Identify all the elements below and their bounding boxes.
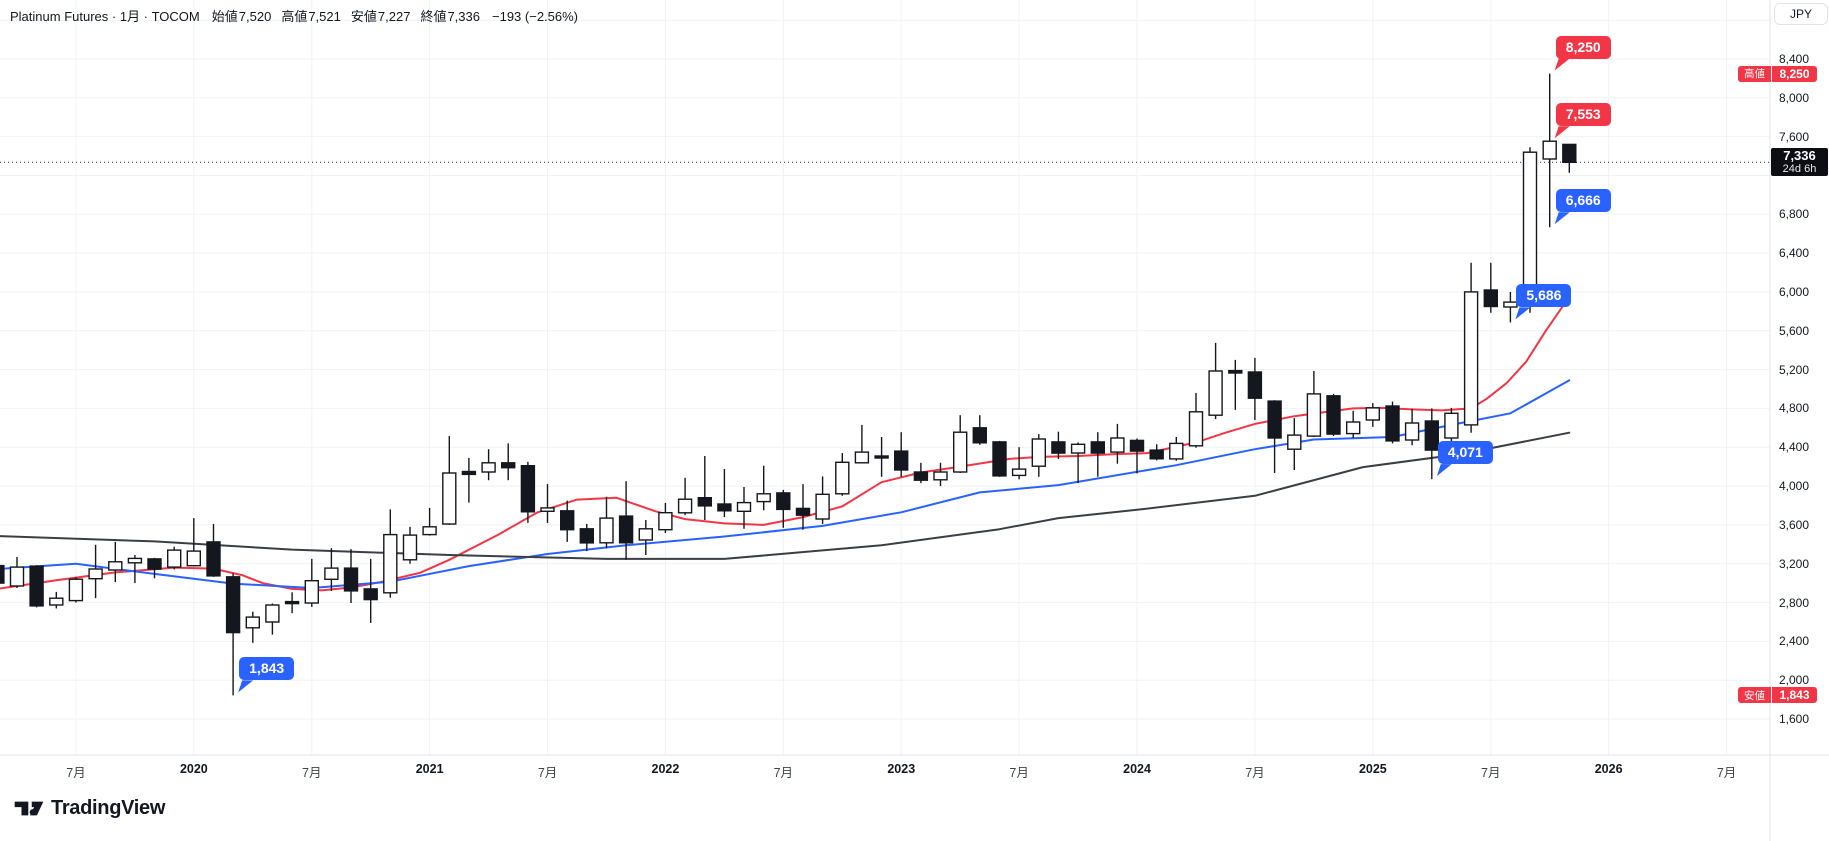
price-axis-label: 1,600	[1779, 711, 1810, 726]
time-axis-label: 7月	[1009, 766, 1029, 780]
high-marker-badge: 高値 8,250	[1738, 65, 1817, 82]
time-axis-label: 7月	[537, 766, 558, 780]
time-axis-label: 7月	[773, 766, 794, 780]
time-axis-label: 7月	[1245, 766, 1265, 780]
time-axis-label: 2025	[1358, 762, 1387, 776]
time-axis-label: 2024	[1123, 762, 1151, 776]
high-marker-label: 高値	[1738, 65, 1771, 82]
price-axis-label: 5,200	[1779, 362, 1810, 377]
price-axis-label: 2,000	[1779, 673, 1810, 688]
moving-averages-layer	[0, 295, 1571, 592]
time-axis-label: 2023	[887, 762, 916, 776]
price-callout[interactable]: 4,071	[1437, 441, 1493, 465]
price-callout[interactable]: 5,686	[1516, 284, 1572, 308]
price-axis-label: 7,600	[1779, 129, 1810, 144]
price-axis-label: 4,400	[1779, 440, 1810, 455]
price-axis-label: 8,000	[1779, 90, 1810, 105]
time-axis-label: 2026	[1594, 762, 1623, 776]
low-marker-value: 1,843	[1772, 687, 1817, 704]
time-axis-label: 2020	[179, 762, 208, 776]
price-axis-label: 2,800	[1779, 595, 1810, 610]
time-axis-label: 7月	[1716, 766, 1737, 780]
low-marker-badge: 安値 1,843	[1738, 687, 1817, 704]
open-field: 始値7,520	[211, 9, 272, 24]
callout-tails-layer	[238, 58, 1570, 693]
price-axis-label: 3,200	[1779, 556, 1810, 571]
close-field: 終値7,336	[420, 9, 480, 24]
low-field: 安値7,227	[350, 9, 411, 24]
time-axis-label: 2022	[651, 762, 680, 776]
last-price-value: 7,336	[1783, 148, 1816, 164]
price-axis-label: 6,400	[1779, 246, 1810, 261]
symbol-title[interactable]: Platinum Futures · 1月 · TOCOM	[10, 9, 200, 24]
price-callout[interactable]: 8,250	[1555, 35, 1611, 59]
tradingview-wordmark: TradingView	[51, 797, 166, 819]
ma-line-MA-60	[0, 431, 1571, 560]
tradingview-mark-icon	[14, 801, 44, 816]
tradingview-logo[interactable]: TradingView	[14, 797, 165, 820]
time-axis-label: 2021	[415, 762, 444, 776]
price-callout[interactable]: 1,843	[239, 657, 295, 681]
price-axis-label: 5,600	[1779, 323, 1810, 338]
price-axis-label: 6,000	[1779, 284, 1810, 299]
candles-layer	[0, 73, 1577, 696]
bar-countdown: 24d 6h	[1782, 163, 1817, 176]
ma-line-MA-24	[0, 379, 1571, 589]
high-marker-value: 8,250	[1772, 65, 1817, 82]
currency-button[interactable]: JPY	[1774, 3, 1828, 25]
price-axis-label: 3,600	[1779, 517, 1810, 532]
time-axis-label: 7月	[302, 766, 322, 780]
low-marker-label: 安値	[1738, 687, 1771, 704]
price-axis-label: 2,400	[1779, 634, 1810, 649]
price-axis-label: 6,800	[1779, 207, 1810, 222]
price-axis-label: 4,800	[1779, 401, 1810, 416]
time-axis-label: 7月	[1481, 766, 1501, 780]
price-axis-label: 8,400	[1779, 52, 1810, 66]
last-price-badge: 7,336 24d 6h	[1771, 148, 1828, 177]
price-callout[interactable]: 6,666	[1555, 189, 1611, 213]
price-axis-label: 4,000	[1779, 479, 1810, 494]
time-axis-label: 7月	[66, 766, 86, 780]
grid-layer	[0, 0, 1770, 755]
change-value: −193 (−2.56%)	[492, 9, 579, 24]
chart-legend: Platinum Futures · 1月 · TOCOM 始値7,520 高値7,…	[10, 6, 578, 25]
high-field: 高値7,521	[281, 9, 341, 24]
price-callout[interactable]: 7,553	[1555, 103, 1611, 127]
